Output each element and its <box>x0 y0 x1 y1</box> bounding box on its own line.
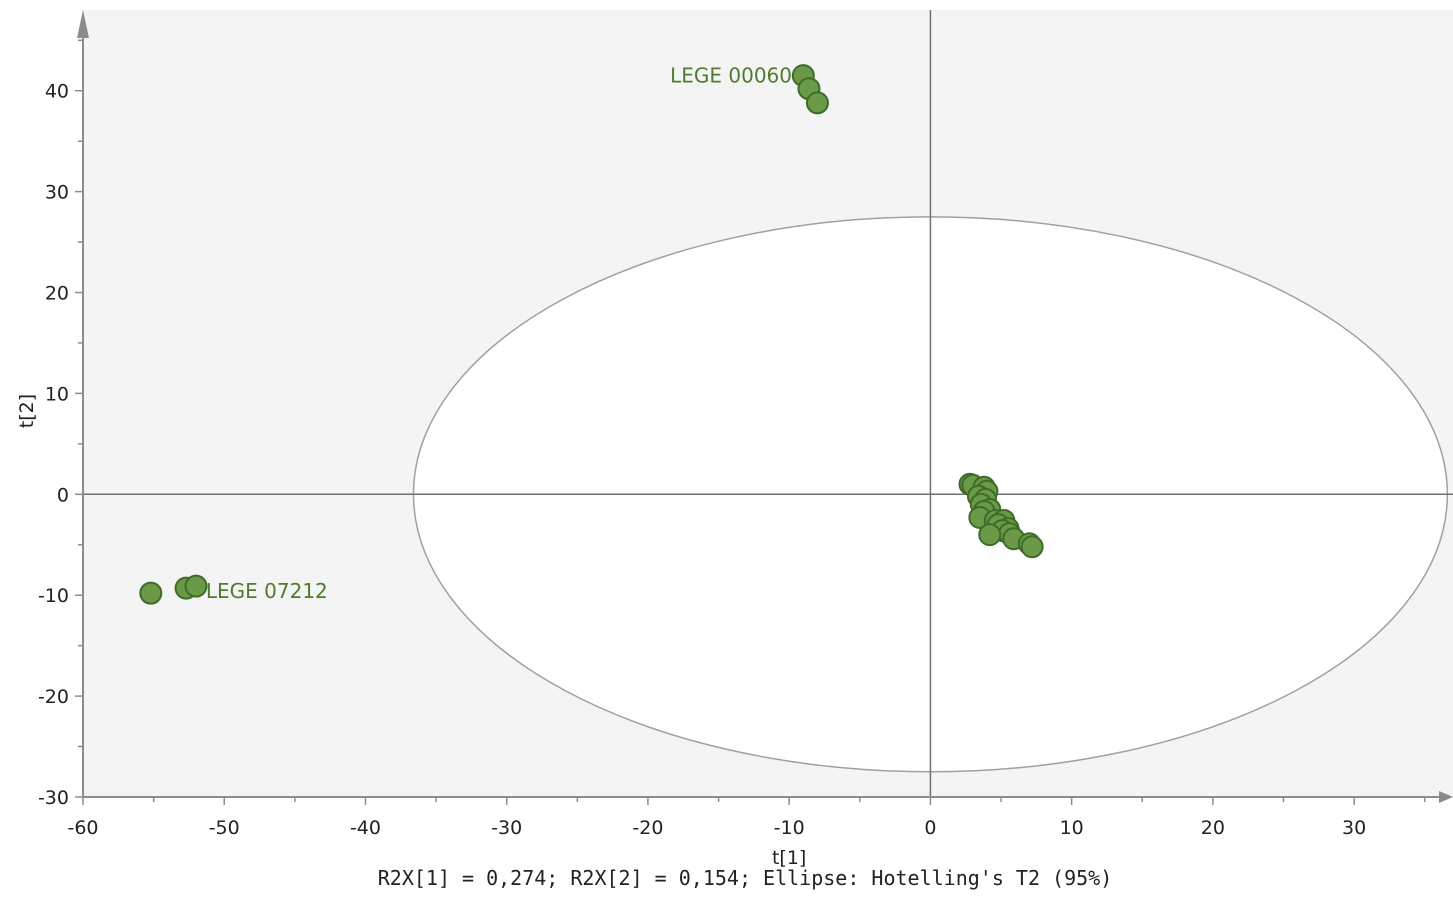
axes <box>75 10 1453 805</box>
tick-labels: -60 -50 -40 -30 -20 -10 0 10 20 30 -30 -20 -10 0 10 20 3… <box>38 81 1366 839</box>
y-axis-arrow <box>77 10 89 38</box>
data-point <box>139 581 163 605</box>
x-tick-label: -40 <box>350 817 381 839</box>
x-tick-label: 20 <box>1201 817 1225 839</box>
x-axis-arrow <box>1439 791 1453 803</box>
y-axis-title: t[2] <box>16 394 38 428</box>
x-tick-label: 10 <box>1060 817 1084 839</box>
point-annotation-label: LEGE 07212 <box>206 579 328 603</box>
x-tick-label: -10 <box>774 817 805 839</box>
point-annotations: LEGE 00060 LEGE 07212 <box>206 64 792 604</box>
x-tick-label: -20 <box>632 817 663 839</box>
data-point <box>1020 535 1044 559</box>
y-tick-label: -30 <box>38 787 69 809</box>
x-tick-label: 30 <box>1342 817 1366 839</box>
x-tick-label: -30 <box>491 817 522 839</box>
data-point <box>184 574 208 598</box>
y-tick-label: 40 <box>45 81 69 103</box>
y-tick-label: 20 <box>45 283 69 305</box>
y-tick-label: -10 <box>38 585 69 607</box>
data-point <box>805 91 829 115</box>
data-point <box>978 523 1002 547</box>
x-axis-title: t[1] <box>772 847 806 869</box>
y-tick-label: 0 <box>57 484 69 506</box>
model-summary-footnote: R2X[1] = 0,274; R2X[2] = 0,154; Ellipse:… <box>377 866 1113 890</box>
x-tick-label: 0 <box>924 817 936 839</box>
y-tick-label: 30 <box>45 182 69 204</box>
zero-lines <box>83 10 1453 797</box>
y-tick-label: -20 <box>38 686 69 708</box>
y-tick-label: 10 <box>45 383 69 405</box>
x-tick-label: -60 <box>67 817 98 839</box>
x-tick-label: -50 <box>209 817 240 839</box>
point-annotation-label: LEGE 00060 <box>670 64 792 88</box>
data-points <box>139 64 1044 605</box>
